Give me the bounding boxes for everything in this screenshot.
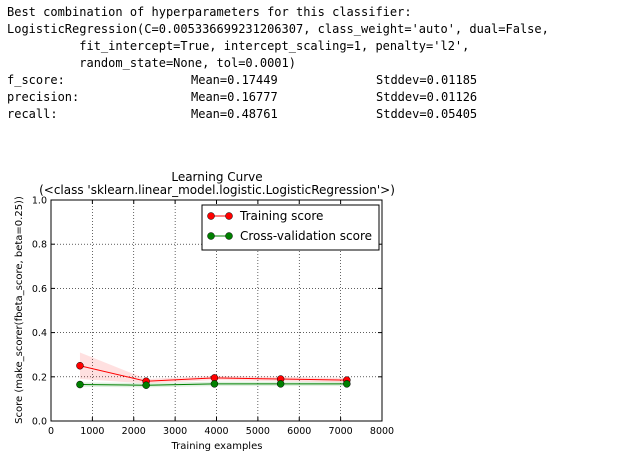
x-axis-label: Training examples — [171, 441, 263, 452]
chart-title: Learning Curve — [171, 170, 262, 184]
learning-curve-chart: Learning Curve (<class 'sklearn.linear_m… — [14, 170, 395, 452]
x-tick-label: 6000 — [287, 426, 311, 437]
metric-stddev: Stddev=0.01126 — [376, 90, 478, 104]
x-tick-label: 0 — [48, 426, 54, 437]
metric-row-f-score: f_score: Mean=0.17449 Stddev=0.01185 — [7, 72, 549, 89]
legend-label: Training score — [239, 209, 323, 223]
y-tick-label: 0.0 — [32, 417, 47, 428]
metric-mean: Mean=0.16777 — [191, 90, 278, 104]
chart-subtitle: (<class 'sklearn.linear_model.logistic.L… — [39, 183, 395, 197]
x-tick-label: 4000 — [204, 426, 228, 437]
legend-swatch-marker — [207, 232, 215, 240]
metric-stddev: Stddev=0.05405 — [376, 107, 478, 121]
metric-row-precision: precision: Mean=0.16777 Stddev=0.01126 — [7, 89, 549, 106]
data-point — [343, 380, 351, 388]
legend-label: Cross-validation score — [240, 229, 372, 243]
legend-box — [201, 204, 380, 251]
x-tick-label: 5000 — [246, 426, 270, 437]
x-tick-label: 2000 — [122, 426, 146, 437]
data-point — [76, 362, 84, 370]
console-output: Best combination of hyperparameters for … — [7, 4, 549, 123]
console-params-line: LogisticRegression(C=0.00533669923120630… — [7, 22, 549, 36]
legend-swatch-marker — [225, 232, 233, 240]
plot-area: 0 1000 2000 3000 4000 5000 6000 7000 8000 0.0 0.2 0… — [32, 196, 394, 438]
console-header: Best combination of hyperparameters for … — [7, 5, 412, 19]
y-tick-label: 0.8 — [32, 240, 47, 251]
y-tick-label: 0.4 — [32, 328, 47, 339]
metric-stddev: Stddev=0.01185 — [376, 73, 478, 87]
console-params-line: fit_intercept=True, intercept_scaling=1,… — [7, 39, 470, 53]
y-tick-label: 0.2 — [32, 372, 47, 383]
metric-mean: Mean=0.17449 — [191, 73, 278, 87]
metric-name: precision: — [7, 90, 80, 104]
console-params-line: random_state=None, tol=0.0001) — [7, 56, 296, 70]
y-tick-label: 1.0 — [32, 196, 47, 207]
data-point — [210, 380, 219, 388]
x-tick-label: 3000 — [163, 426, 187, 437]
data-point — [276, 380, 285, 388]
y-axis-label: Score (make_scorer(fbeta_score, beta=0.2… — [14, 196, 25, 424]
data-point — [76, 380, 84, 389]
metric-name: recall: — [7, 107, 58, 121]
x-tick-label: 7000 — [329, 426, 353, 437]
metric-mean: Mean=0.48761 — [191, 107, 278, 121]
metric-name: f_score: — [7, 73, 65, 87]
y-tick-label: 0.6 — [32, 284, 47, 295]
x-tick-label: 8000 — [370, 426, 394, 437]
legend-swatch-marker — [207, 212, 215, 220]
x-tick-label: 1000 — [80, 426, 104, 437]
legend-swatch-marker — [225, 212, 233, 220]
data-point — [142, 381, 150, 389]
metric-row-recall: recall: Mean=0.48761 Stddev=0.05405 — [7, 106, 549, 123]
